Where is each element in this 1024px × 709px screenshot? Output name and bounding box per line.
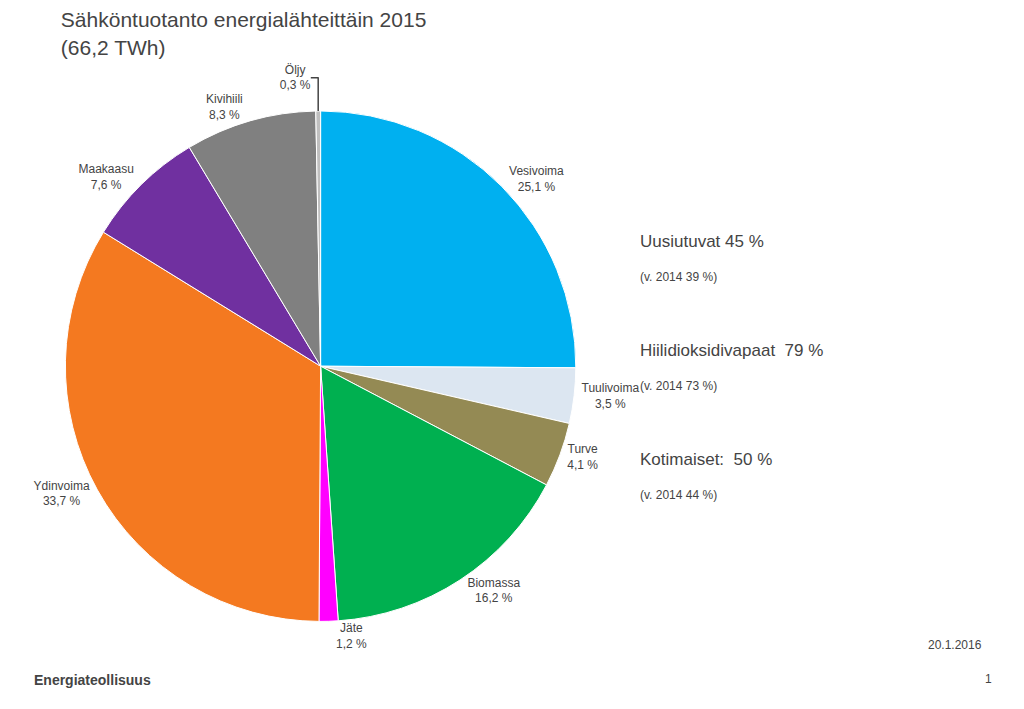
svg-text:Sähköntuotanto energialähteitt: Sähköntuotanto energialähteittäin 2015(6… (61, 8, 426, 58)
svg-text:Jäte1,2 %: Jäte1,2 % (336, 621, 367, 651)
svg-text:Hiilidioksidivapaat 79 %: Hiilidioksidivapaat 79 % (640, 341, 823, 360)
svg-text:Ydinvoima33,7 %: Ydinvoima33,7 % (34, 479, 90, 509)
svg-text:1: 1 (985, 672, 992, 686)
svg-text:Turve4,1 %: Turve4,1 % (567, 442, 598, 472)
svg-text:Biomassa16,2 %: Biomassa16,2 % (467, 576, 520, 606)
svg-text:Uusiutuvat 45 %: Uusiutuvat 45 % (640, 232, 764, 251)
svg-text:Energiateollisuus: Energiateollisuus (34, 672, 151, 688)
svg-text:Vesivoima25,1 %: Vesivoima25,1 % (509, 164, 564, 194)
svg-text:Tuulivoima3,5 %: Tuulivoima3,5 % (581, 381, 639, 411)
svg-text:(v. 2014 73 %): (v. 2014 73 %) (640, 379, 717, 393)
svg-text:Maakaasu7,6 %: Maakaasu7,6 % (79, 162, 134, 192)
svg-text:Öljy0,3 %: Öljy0,3 % (280, 63, 311, 93)
svg-text:(v. 2014 39 %): (v. 2014 39 %) (640, 270, 717, 284)
svg-text:20.1.2016: 20.1.2016 (928, 638, 982, 652)
svg-text:(v. 2014 44 %): (v. 2014 44 %) (640, 488, 717, 502)
svg-text:Kotimaiset: 50 %: Kotimaiset: 50 % (640, 450, 772, 469)
svg-text:Kivihiili8,3 %: Kivihiili8,3 % (206, 92, 243, 122)
